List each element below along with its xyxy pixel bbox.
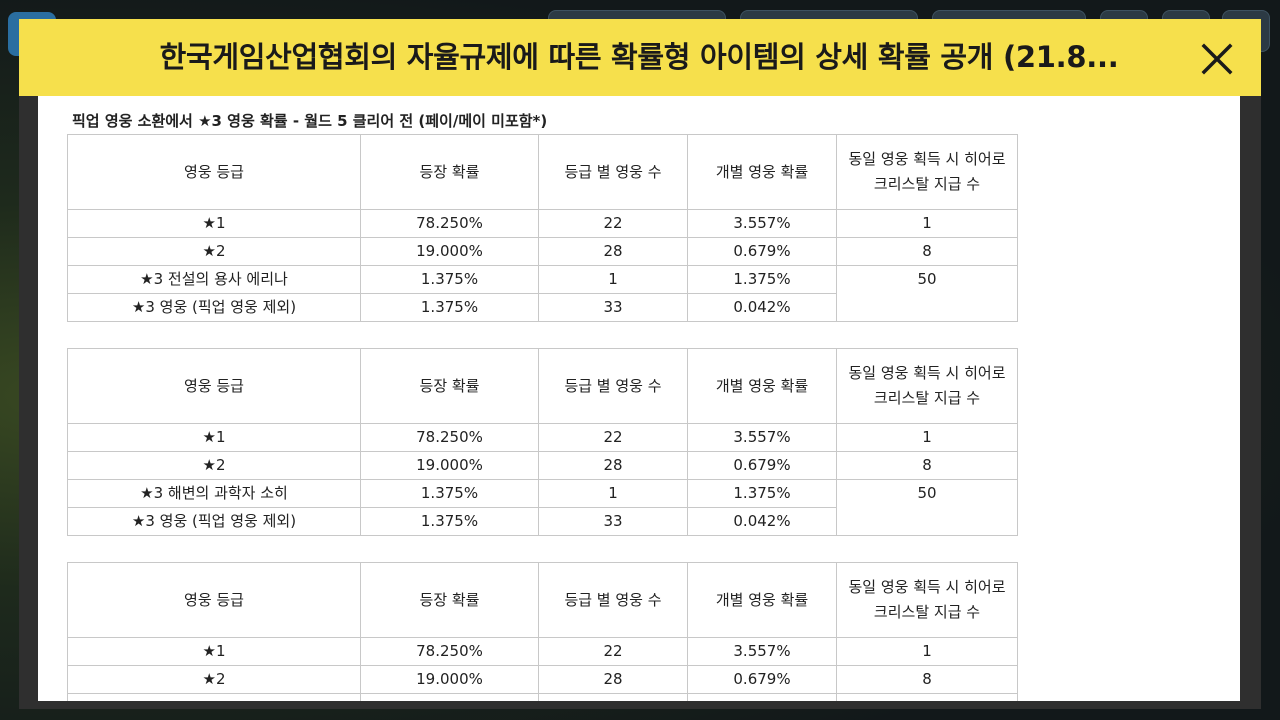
grade-cell: ★1: [67, 209, 361, 238]
rate-cell: [360, 693, 539, 701]
individual-rate-cell: 0.679%: [687, 237, 837, 266]
rate-cell: 19.000%: [360, 237, 539, 266]
column-header: 등장 확률: [360, 562, 539, 638]
column-header: 등급 별 영웅 수: [538, 348, 688, 424]
column-header: 동일 영웅 획득 시 히어로 크리스탈 지급 수: [836, 348, 1018, 424]
table-row: ★2 19.000% 28 0.679% 8: [67, 237, 1018, 266]
rate-cell: 78.250%: [360, 423, 539, 452]
count-cell: 28: [538, 237, 688, 266]
close-icon: [1201, 43, 1233, 75]
table-row: ★3 전설의 용사 에리나 1.375% 1 1.375% 50: [67, 265, 1018, 322]
table-row: ★3 영웅 (픽업 영웅 제외) 1.375% 33 0.042%: [67, 293, 1018, 322]
column-header: 등장 확률: [360, 348, 539, 424]
count-cell: 22: [538, 209, 688, 238]
crystal-cell: 1: [836, 209, 1018, 238]
individual-rate-cell: [687, 693, 837, 701]
crystal-cell: 1: [836, 423, 1018, 452]
table-row: ★2 19.000% 28 0.679% 8: [67, 665, 1018, 694]
individual-rate-cell: 3.557%: [687, 423, 837, 452]
count-cell: [538, 693, 688, 701]
individual-rate-cell: 0.679%: [687, 451, 837, 480]
count-cell: 28: [538, 451, 688, 480]
probability-dialog: 한국게임산업협회의 자율규제에 따른 확률형 아이템의 상세 확률 공개 (21…: [19, 19, 1261, 709]
column-header: 개별 영웅 확률: [687, 348, 837, 424]
table-header-row: 영웅 등급 등장 확률 등급 별 영웅 수 개별 영웅 확률 동일 영웅 획득 …: [67, 134, 1018, 210]
column-header: 등급 별 영웅 수: [538, 562, 688, 638]
rate-cell: 19.000%: [360, 451, 539, 480]
grade-cell: ★2: [67, 665, 361, 694]
probability-table: 영웅 등급 등장 확률 등급 별 영웅 수 개별 영웅 확률 동일 영웅 획득 …: [67, 134, 1018, 322]
close-button[interactable]: [1197, 39, 1237, 79]
grade-cell: ★3 영웅 (픽업 영웅 제외): [67, 293, 361, 322]
grade-cell: ★2: [67, 237, 361, 266]
count-cell: 22: [538, 423, 688, 452]
count-cell: 33: [538, 507, 688, 536]
dialog-header: 한국게임산업협회의 자율규제에 따른 확률형 아이템의 상세 확률 공개 (21…: [19, 19, 1261, 96]
column-header: 동일 영웅 획득 시 히어로 크리스탈 지급 수: [836, 562, 1018, 638]
grade-cell: ★1: [67, 637, 361, 666]
rate-cell: 1.375%: [360, 293, 539, 322]
crystal-cell: 50: [836, 479, 1018, 536]
table-row: ★1 78.250% 22 3.557% 1: [67, 637, 1018, 666]
individual-rate-cell: 0.042%: [687, 507, 837, 536]
rate-cell: 1.375%: [360, 479, 539, 508]
rate-cell: 78.250%: [360, 637, 539, 666]
grade-cell: ★3 전설의 용사 에리나: [67, 265, 361, 294]
individual-rate-cell: 1.375%: [687, 265, 837, 294]
crystal-cell: 50: [836, 265, 1018, 322]
crystal-cell: 1: [836, 637, 1018, 666]
crystal-cell: 8: [836, 451, 1018, 480]
table-header-row: 영웅 등급 등장 확률 등급 별 영웅 수 개별 영웅 확률 동일 영웅 획득 …: [67, 562, 1018, 638]
probability-table: 영웅 등급 등장 확률 등급 별 영웅 수 개별 영웅 확률 동일 영웅 획득 …: [67, 562, 1018, 701]
table-row: ★1 78.250% 22 3.557% 1: [67, 423, 1018, 452]
individual-rate-cell: 0.679%: [687, 665, 837, 694]
individual-rate-cell: 0.042%: [687, 293, 837, 322]
column-header: 영웅 등급: [67, 562, 361, 638]
probability-table: 영웅 등급 등장 확률 등급 별 영웅 수 개별 영웅 확률 동일 영웅 획득 …: [67, 348, 1018, 536]
column-header: 영웅 등급: [67, 348, 361, 424]
grade-cell: ★1: [67, 423, 361, 452]
table-row: [67, 693, 1018, 701]
table-row: ★1 78.250% 22 3.557% 1: [67, 209, 1018, 238]
grade-cell: ★3 해변의 과학자 소히: [67, 479, 361, 508]
crystal-cell: 8: [836, 237, 1018, 266]
count-cell: 33: [538, 293, 688, 322]
column-header: 등장 확률: [360, 134, 539, 210]
individual-rate-cell: 3.557%: [687, 637, 837, 666]
grade-cell: ★3 영웅 (픽업 영웅 제외): [67, 507, 361, 536]
table-row: ★2 19.000% 28 0.679% 8: [67, 451, 1018, 480]
rate-cell: 1.375%: [360, 507, 539, 536]
count-cell: 1: [538, 265, 688, 294]
table-row: ★3 해변의 과학자 소히 1.375% 1 1.375% 50: [67, 479, 1018, 536]
column-header: 영웅 등급: [67, 134, 361, 210]
grade-cell: [67, 693, 361, 701]
individual-rate-cell: 3.557%: [687, 209, 837, 238]
table-row: ★3 영웅 (픽업 영웅 제외) 1.375% 33 0.042%: [67, 507, 1018, 536]
column-header: 개별 영웅 확률: [687, 562, 837, 638]
section-title: 픽업 영웅 소환에서 ★3 영웅 확률 - 월드 5 클리어 전 (페이/메이 …: [72, 112, 548, 130]
count-cell: 28: [538, 665, 688, 694]
dialog-content[interactable]: 픽업 영웅 소환에서 ★3 영웅 확률 - 월드 5 클리어 전 (페이/메이 …: [38, 96, 1240, 701]
crystal-cell: 8: [836, 665, 1018, 694]
column-header: 등급 별 영웅 수: [538, 134, 688, 210]
rate-cell: 78.250%: [360, 209, 539, 238]
count-cell: 22: [538, 637, 688, 666]
grade-cell: ★2: [67, 451, 361, 480]
column-header: 동일 영웅 획득 시 히어로 크리스탈 지급 수: [836, 134, 1018, 210]
crystal-cell: [836, 693, 1018, 701]
dialog-title: 한국게임산업협회의 자율규제에 따른 확률형 아이템의 상세 확률 공개 (21…: [159, 40, 1119, 74]
rate-cell: 1.375%: [360, 265, 539, 294]
table-header-row: 영웅 등급 등장 확률 등급 별 영웅 수 개별 영웅 확률 동일 영웅 획득 …: [67, 348, 1018, 424]
rate-cell: 19.000%: [360, 665, 539, 694]
column-header: 개별 영웅 확률: [687, 134, 837, 210]
count-cell: 1: [538, 479, 688, 508]
individual-rate-cell: 1.375%: [687, 479, 837, 508]
